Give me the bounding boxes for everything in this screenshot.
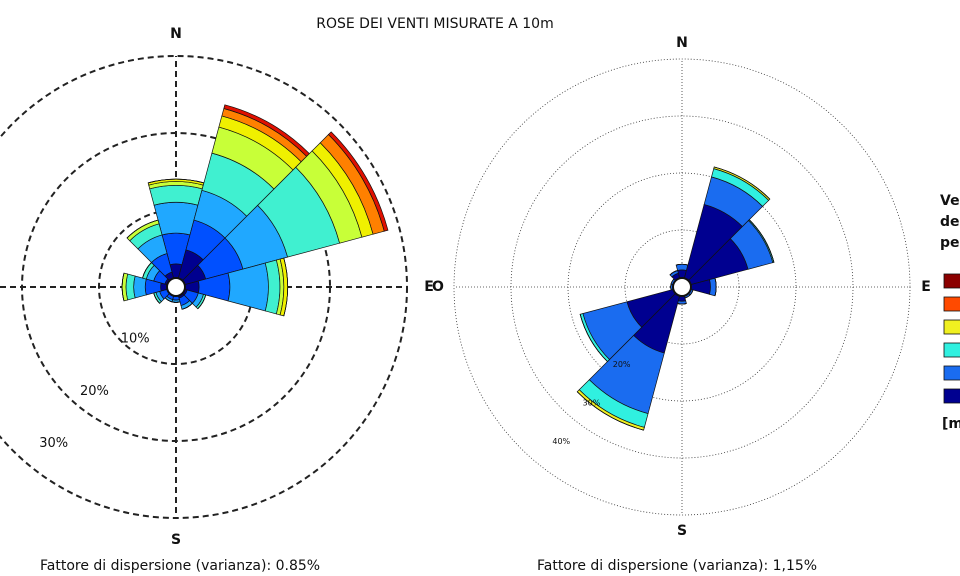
direction-label: S xyxy=(677,523,687,539)
wedge xyxy=(121,272,125,302)
r-tick-label: 20% xyxy=(80,384,109,399)
grid-circle xyxy=(624,229,740,345)
center-hole xyxy=(672,277,692,297)
legend-swatch xyxy=(943,319,960,335)
wedge xyxy=(181,303,193,310)
wedge xyxy=(669,270,678,276)
direction-label: S xyxy=(171,532,181,548)
grid-circle xyxy=(21,132,331,442)
grid-circle xyxy=(0,55,408,519)
wedge xyxy=(749,219,775,263)
grid-circle xyxy=(453,58,911,516)
direction-label: N xyxy=(170,26,182,42)
wedge xyxy=(327,131,389,232)
legend-swatch xyxy=(943,388,960,404)
wedge xyxy=(283,258,288,316)
wedge xyxy=(149,185,203,206)
r-tick-label: 40% xyxy=(552,437,570,446)
grid-circle xyxy=(510,115,854,459)
r-tick-label: 30% xyxy=(39,436,68,451)
legend-swatch xyxy=(943,296,960,312)
legend-swatch xyxy=(943,342,960,358)
r-tick-label: 20% xyxy=(613,360,631,369)
chart-title: ROSE DEI VENTI MISURATE A 10m xyxy=(316,16,553,32)
legend-title: Ve xyxy=(940,193,960,209)
center-hole xyxy=(166,277,186,297)
wedge xyxy=(133,275,147,299)
legend-title: de xyxy=(940,214,960,230)
legend-swatch xyxy=(943,273,960,289)
legend-title: pe xyxy=(940,235,960,251)
wedge xyxy=(709,277,717,297)
r-tick-label: 10% xyxy=(121,332,150,347)
note: Fattore di dispersione (varianza): 1,15% xyxy=(537,558,817,574)
r-tick-label: 30% xyxy=(583,398,601,407)
legend-swatch xyxy=(943,365,960,381)
direction-label: N xyxy=(676,35,688,51)
note: Fattore di dispersione (varianza): 0.85% xyxy=(40,558,320,574)
direction-label: E xyxy=(424,279,434,295)
wedge xyxy=(197,294,207,310)
direction-label: E xyxy=(921,279,931,295)
wedge xyxy=(675,263,689,271)
direction-label: O xyxy=(432,279,444,295)
grid-circle xyxy=(567,172,797,402)
wedge xyxy=(125,273,136,301)
legend-unit: [m xyxy=(942,416,960,432)
wedge xyxy=(714,166,771,200)
